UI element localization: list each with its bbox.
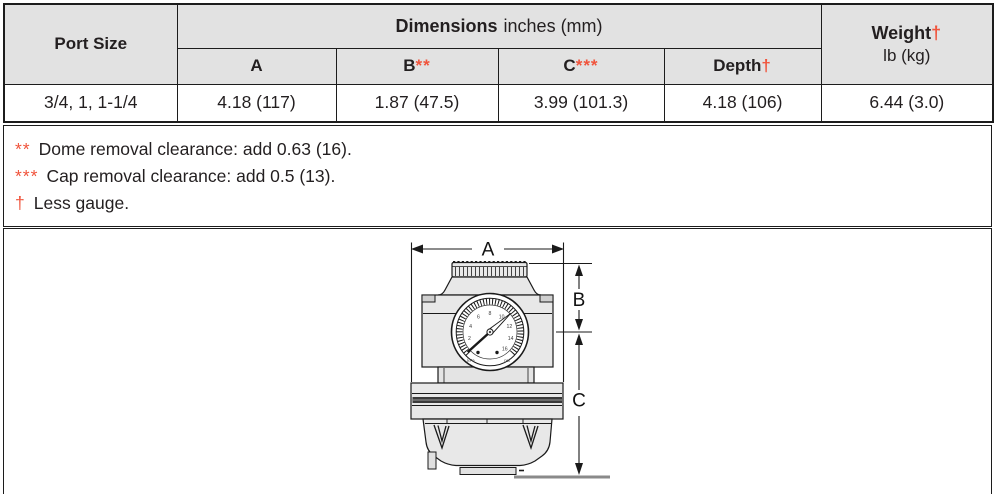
gauge-screw-right (495, 350, 499, 355)
gauge-tick-ring (456, 298, 524, 356)
knurled-cap (451, 261, 528, 278)
pressure-gauge (450, 292, 530, 372)
cell-a: 4.18 (117) (176, 83, 337, 123)
dim-label-b: B (573, 290, 586, 311)
clip-right (522, 424, 539, 451)
port-size-header: Port Size (3, 3, 178, 85)
svg-text:16: 16 (502, 346, 508, 352)
figure-box: A B C 2 4 6 8 10 12 14 16 kPa psi (3, 228, 992, 494)
svg-text:4: 4 (469, 324, 472, 330)
svg-text:2: 2 (468, 336, 471, 342)
footnote-dome: ** Dome removal clearance: add 0.63 (16). (15, 139, 352, 159)
table-row: 3/4, 1, 1-1/4 4.18 (117) 1.87 (47.5) 3.9… (3, 83, 994, 123)
dimensions-header: Dimensions inches (mm) (176, 3, 822, 49)
bowl-foot (459, 467, 517, 475)
svg-text:8: 8 (489, 311, 492, 317)
col-header-depth: Depth† (663, 47, 822, 85)
col-header-a: A (176, 47, 337, 85)
gauge-screw-left (476, 350, 480, 355)
dimensions-table: Port Size Dimensions inches (mm) Weight† … (3, 3, 995, 123)
gauge-dial-numbers: 2 4 6 8 10 12 14 16 kPa psi (467, 311, 513, 363)
clip-left (433, 424, 450, 451)
bowl (422, 418, 553, 475)
flange (410, 382, 564, 420)
dim-label-c: C (572, 391, 586, 412)
cell-c: 3.99 (101.3) (497, 83, 665, 123)
gauge-unit-left: kPa (467, 358, 475, 363)
dim-b (529, 262, 592, 333)
cell-b: 1.87 (47.5) (335, 83, 499, 123)
svg-text:14: 14 (508, 336, 514, 342)
svg-text:12: 12 (507, 324, 513, 330)
dim-label-a: A (482, 240, 495, 261)
weight-units: lb (kg) (883, 45, 931, 65)
dim-a (410, 242, 565, 382)
cell-weight: 6.44 (3.0) (820, 83, 994, 123)
col-header-c: C*** (497, 47, 665, 85)
cell-depth: 4.18 (106) (663, 83, 822, 123)
footnote-gauge: † Less gauge. (15, 193, 130, 213)
gauge-unit-right: psi (504, 358, 510, 363)
bowl-side-tab (427, 451, 437, 470)
svg-text:6: 6 (477, 314, 480, 320)
cell-port-size: 3/4, 1, 1-1/4 (3, 83, 178, 123)
footnote-cap: *** Cap removal clearance: add 0.5 (13). (15, 166, 336, 186)
footnotes-box: ** Dome removal clearance: add 0.63 (16).… (3, 125, 992, 227)
dome (437, 276, 542, 296)
col-header-b: B** (335, 47, 499, 85)
dim-c (514, 333, 610, 479)
svg-text:10: 10 (499, 314, 505, 320)
dimension-drawing: A B C 2 4 6 8 10 12 14 16 kPa psi (410, 240, 610, 479)
weight-header: Weight† lb (kg) (820, 3, 994, 85)
